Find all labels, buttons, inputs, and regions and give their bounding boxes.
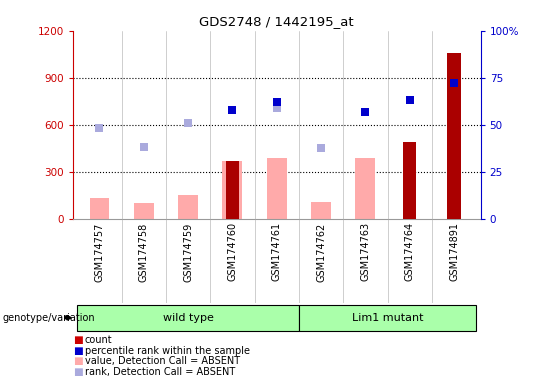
Text: GSM174758: GSM174758 [139, 222, 149, 281]
Bar [447, 53, 461, 219]
Text: GSM174763: GSM174763 [360, 222, 370, 281]
Text: GSM174761: GSM174761 [272, 222, 282, 281]
Bar [222, 161, 242, 219]
Bar [178, 195, 198, 219]
Text: GSM174762: GSM174762 [316, 222, 326, 281]
Text: rank, Detection Call = ABSENT: rank, Detection Call = ABSENT [85, 367, 235, 377]
Bar [90, 199, 110, 219]
FancyBboxPatch shape [77, 305, 299, 331]
Text: GSM174764: GSM174764 [404, 222, 415, 281]
Text: count: count [85, 335, 112, 345]
Text: percentile rank within the sample: percentile rank within the sample [85, 346, 250, 356]
Bar [226, 161, 239, 219]
Text: GSM174757: GSM174757 [94, 222, 104, 281]
Title: GDS2748 / 1442195_at: GDS2748 / 1442195_at [199, 15, 354, 28]
Text: Lim1 mutant: Lim1 mutant [352, 313, 423, 323]
Text: genotype/variation: genotype/variation [3, 313, 96, 323]
Text: ■: ■ [73, 367, 83, 377]
Text: wild type: wild type [163, 313, 213, 323]
Text: GSM174891: GSM174891 [449, 222, 459, 281]
Bar [311, 202, 331, 219]
FancyBboxPatch shape [299, 305, 476, 331]
Text: GSM174760: GSM174760 [227, 222, 238, 281]
Text: ■: ■ [73, 346, 83, 356]
Bar [403, 142, 416, 219]
Bar [134, 203, 154, 219]
Text: GSM174759: GSM174759 [183, 222, 193, 281]
Text: ■: ■ [73, 335, 83, 345]
Text: value, Detection Call = ABSENT: value, Detection Call = ABSENT [85, 356, 240, 366]
Bar [267, 158, 287, 219]
Bar [355, 158, 375, 219]
Text: ■: ■ [73, 356, 83, 366]
